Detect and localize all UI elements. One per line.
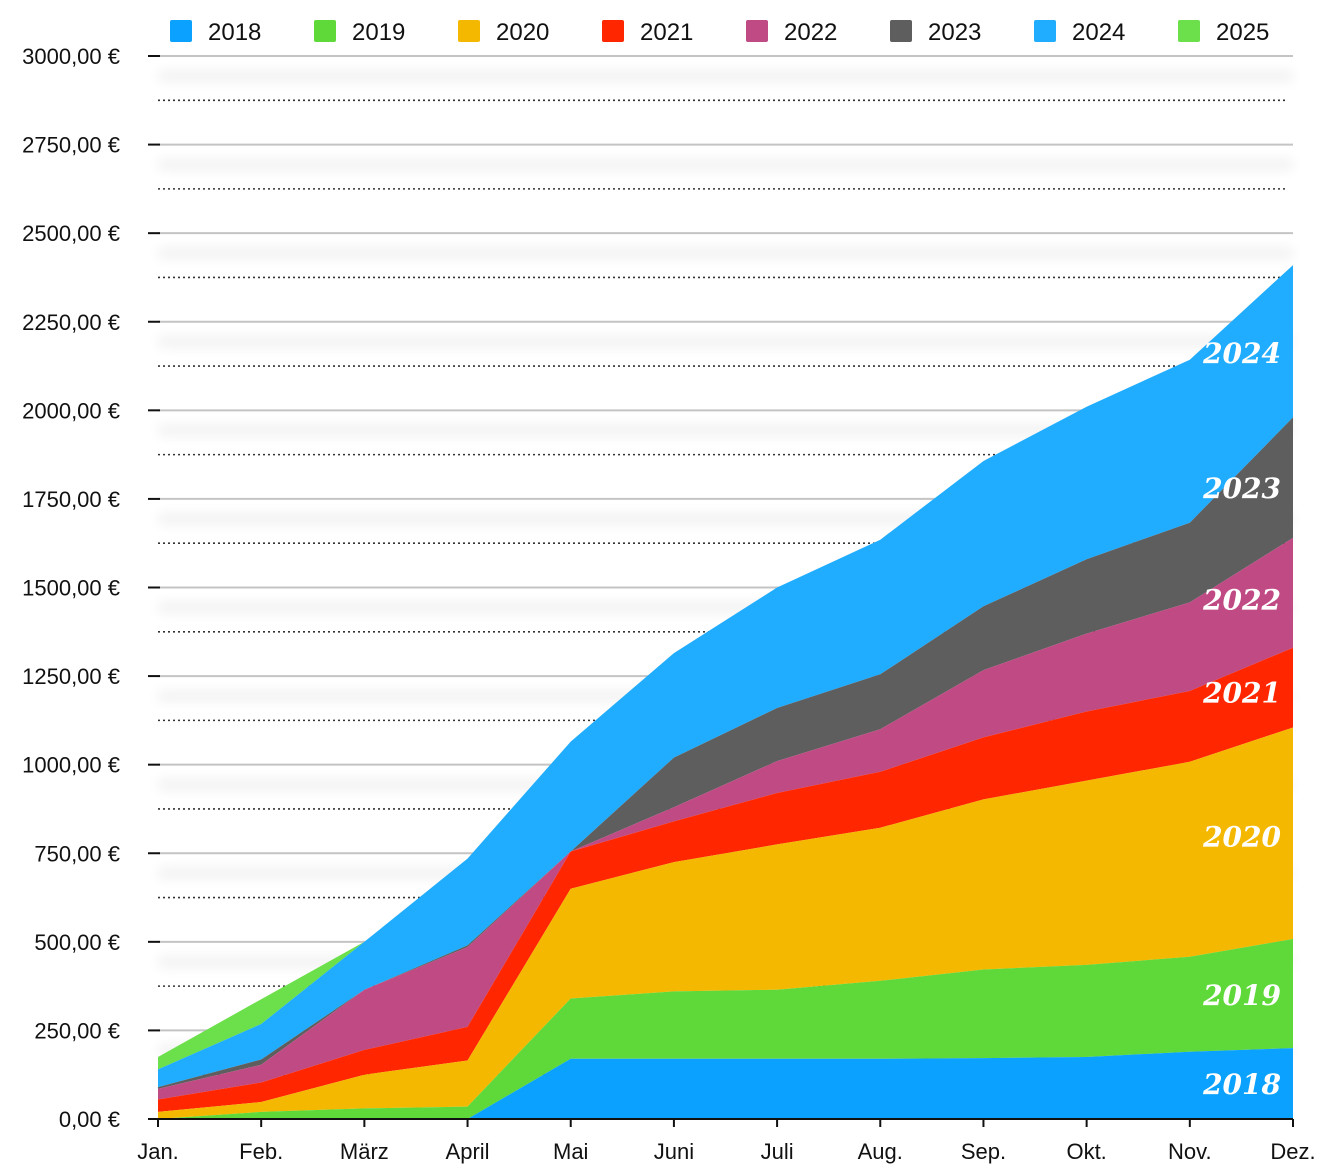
legend-item-2022: 2022 [746,19,837,46]
y-tick-label: 3000,00 € [22,44,120,69]
series-label-2019: 2019 [1202,979,1281,1012]
area-series-2024 [158,265,1293,1088]
x-tick-label: Dez. [1270,1139,1315,1164]
x-tick-label: Okt. [1066,1139,1106,1164]
legend-item-2024: 2024 [1034,19,1125,46]
legend-swatch [890,20,912,42]
series-label-2018: 2018 [1202,1068,1281,1101]
legend-swatch [458,20,480,42]
legend-item-2018: 2018 [170,19,261,46]
legend-swatch [170,20,192,42]
y-tick-label: 750,00 € [34,841,120,866]
y-tick-label: 1750,00 € [22,487,120,512]
y-tick-label: 2000,00 € [22,398,120,423]
legend-swatch [746,20,768,42]
gridline-shadow [158,424,1293,437]
series-label-2023: 2023 [1202,472,1281,505]
legend-item-2023: 2023 [890,19,981,46]
legend-swatch [1034,20,1056,42]
series-label-2020: 2020 [1202,820,1281,853]
x-tick-label: Sep. [961,1139,1006,1164]
area-series-2021 [158,647,1293,1112]
legend-label: 2020 [496,19,549,46]
y-tick-label: 0,00 € [59,1107,120,1132]
legend-label: 2019 [352,19,405,46]
legend-label: 2021 [640,19,693,46]
x-tick-label: März [340,1139,389,1164]
legend-swatch [1178,20,1200,42]
x-tick-label: Nov. [1168,1139,1212,1164]
gridline-shadow [158,158,1293,171]
legend-item-2025: 2025 [1178,19,1269,46]
x-tick-label: April [446,1139,490,1164]
area-series-2019 [158,939,1293,1119]
legend-label: 2018 [208,19,261,46]
legend: 2018 2019 2020 2021 2022 2023 2024 2025 [170,19,1269,46]
gridline-shadow [158,247,1293,260]
x-tick-label: Mai [553,1139,588,1164]
legend-label: 2022 [784,19,837,46]
series-areas [158,265,1293,1119]
legend-swatch [602,20,624,42]
legend-label: 2023 [928,19,981,46]
legend-label: 2025 [1216,19,1269,46]
series-label-2022: 2022 [1202,583,1281,616]
legend-item-2021: 2021 [602,19,693,46]
x-tick-label: Aug. [858,1139,903,1164]
legend-item-2019: 2019 [314,19,405,46]
y-tick-label: 1500,00 € [22,576,120,601]
series-label-2024: 2024 [1202,337,1281,370]
y-tick-label: 2250,00 € [22,310,120,335]
y-tick-label: 250,00 € [34,1018,120,1043]
y-tick-label: 1250,00 € [22,664,120,689]
y-tick-label: 2750,00 € [22,133,120,158]
x-tick-label: Jan. [137,1139,179,1164]
area-series-2022 [158,537,1293,1100]
x-tick-label: Juni [654,1139,694,1164]
x-tick-label: Feb. [239,1139,283,1164]
area-series-2020 [158,727,1293,1119]
y-tick-label: 2500,00 € [22,221,120,246]
x-tick-label: Juli [761,1139,794,1164]
area-series-2018 [158,1048,1293,1119]
y-tick-label: 1000,00 € [22,753,120,778]
axes: 0,00 € 250,00 € 500,00 € 750,00 € 1000,00 € 1… [22,44,1316,1164]
y-tick-label: 500,00 € [34,930,120,955]
legend-label: 2024 [1072,19,1125,46]
area-series-2023 [158,417,1293,1089]
legend-item-2020: 2020 [458,19,549,46]
series-label-2021: 2021 [1202,676,1281,709]
legend-swatch [314,20,336,42]
gridline-shadow [158,70,1293,82]
gridline-shadow [158,335,1293,348]
series-labels: 2018 2019 2020 2021 2022 2023 2024 [1202,337,1281,1101]
